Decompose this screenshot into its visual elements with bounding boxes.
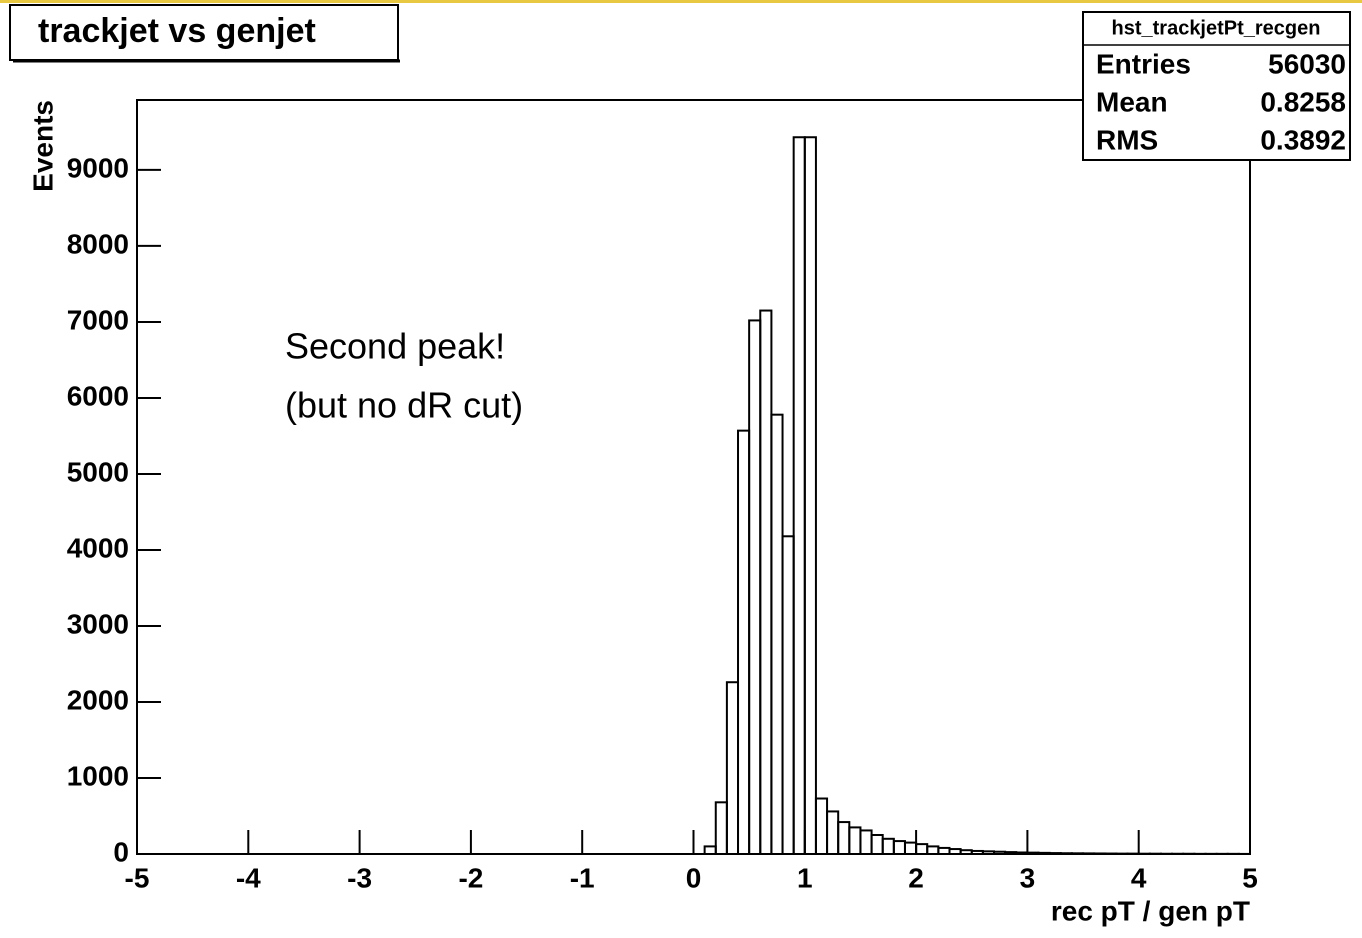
x-axis-label: rec pT / gen pT: [1051, 895, 1250, 926]
x-tick-label: 1: [797, 862, 813, 893]
annotation: Second peak!: [285, 326, 505, 367]
y-tick-label: 0: [113, 836, 129, 867]
x-tick-label: 0: [686, 862, 702, 893]
stats-frame: [1082, 11, 1351, 161]
x-tick-label: -2: [458, 862, 483, 893]
y-tick-label: 3000: [67, 608, 129, 639]
stats-label: RMS: [1096, 124, 1158, 155]
bar: [803, 136, 817, 855]
bar: [1093, 852, 1107, 856]
stats-value: 0.3892: [1260, 124, 1346, 155]
stats-value: 0.8258: [1260, 86, 1346, 117]
stats-value: 56030: [1268, 48, 1346, 79]
annotation: (but no dR cut): [285, 385, 523, 426]
x-tick-label: 4: [1131, 862, 1147, 893]
x-tick-label: -4: [236, 862, 261, 893]
y-tick-label: 1000: [67, 760, 129, 791]
y-tick-label: 9000: [67, 152, 129, 183]
top-border: [0, 0, 1362, 3]
bar: [1048, 852, 1062, 855]
x-tick-label: -5: [125, 862, 150, 893]
y-tick-label: 5000: [67, 456, 129, 487]
bar: [1082, 852, 1096, 855]
bar: [1026, 851, 1040, 855]
stats-title: hst_trackjetPt_recgen: [1112, 17, 1321, 39]
x-tick-label: -3: [347, 862, 372, 893]
y-tick-label: 6000: [67, 380, 129, 411]
y-axis-label: Events: [27, 100, 58, 192]
bar: [1015, 851, 1029, 856]
x-tick-label: 2: [908, 862, 924, 893]
bar: [1070, 852, 1085, 855]
bar: [1004, 851, 1018, 855]
bar: [1037, 851, 1051, 855]
x-tick-label: -1: [570, 862, 595, 893]
y-tick-label: 2000: [67, 684, 129, 715]
chart-title: trackjet vs genjet: [38, 12, 316, 50]
x-tick-label: 3: [1020, 862, 1036, 893]
stats-label: Mean: [1096, 86, 1168, 117]
bar: [1059, 852, 1073, 856]
y-tick-label: 7000: [67, 304, 129, 335]
x-tick-label: 5: [1242, 862, 1258, 893]
title-box: [9, 4, 399, 61]
stats-box: hst_trackjetPt_recgen Entries 56030 Mean 0.…: [1082, 11, 1351, 161]
stats-label: Entries: [1096, 48, 1191, 79]
y-tick-label: 8000: [67, 228, 129, 259]
y-tick-label: 4000: [67, 532, 129, 563]
